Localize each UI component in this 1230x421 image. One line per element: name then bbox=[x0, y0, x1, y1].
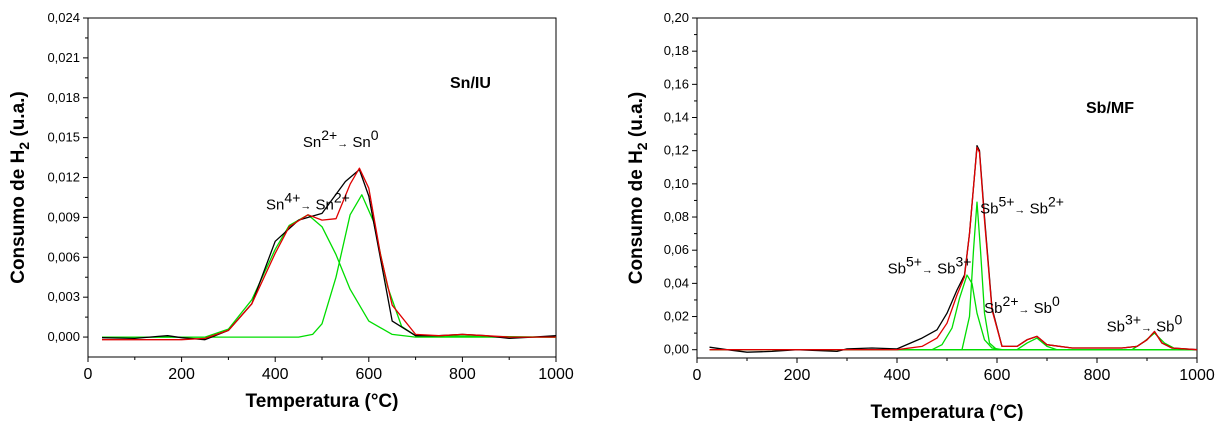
chart2-x-tick-label-0: 0 bbox=[693, 367, 702, 384]
chart2-y-tick-label-1: 0,02 bbox=[664, 309, 689, 324]
chart2-x-tick-label-1: 200 bbox=[784, 367, 811, 384]
chart1-y-tick-label-5: 0,015 bbox=[47, 130, 80, 145]
chart1-x-tick-label-4: 800 bbox=[449, 366, 476, 383]
chart1-annotation-1: Sn2+→ Sn0 bbox=[303, 127, 379, 151]
chart1-x-tick-label-5: 1000 bbox=[538, 366, 574, 383]
chart1-y-tick-label-7: 0,021 bbox=[47, 50, 80, 65]
chart2-y-axis-title: Consumo de H2 (u.a.) bbox=[626, 92, 650, 285]
chart2-annotation-0: Sb5+→ Sb3+ bbox=[888, 253, 972, 277]
chart2-y-tick-label-10: 0,20 bbox=[664, 10, 689, 25]
chart1-x-axis-title: Temperatura (°C) bbox=[246, 391, 399, 412]
chart1-series-green-line-3 bbox=[102, 194, 557, 338]
chart2-x-tick-label-5: 1000 bbox=[1179, 367, 1215, 384]
chart1-x-tick-label-2: 400 bbox=[262, 366, 289, 383]
chart2-x-tick-label-4: 800 bbox=[1084, 367, 1111, 384]
chart1-y-tick-label-4: 0,012 bbox=[47, 170, 80, 185]
chart2-y-tick-label-6: 0,12 bbox=[664, 143, 689, 158]
chart2-annotation-3: Sb3+→ Sb0 bbox=[1107, 311, 1183, 335]
chart1-series-red-line-1 bbox=[102, 167, 556, 341]
chart2-y-tick-label-3: 0,06 bbox=[664, 242, 689, 257]
chart1-y-tick-label-0: 0,000 bbox=[47, 329, 80, 344]
chart2-series-green-line-3 bbox=[709, 201, 1197, 351]
chart2-y-tick-label-4: 0,08 bbox=[664, 209, 689, 224]
chart2-plot-frame bbox=[696, 17, 1198, 359]
chart2-x-tick-label-2: 400 bbox=[884, 367, 911, 384]
chart1-annotation-0: Sn4+→ Sn2+ bbox=[266, 189, 350, 213]
chart2-series-red-line-1 bbox=[709, 146, 1198, 351]
chart2-y-tick-label-5: 0,10 bbox=[664, 176, 689, 191]
chart2-series-green-line-5 bbox=[709, 332, 1197, 351]
chart2-y-tick-label-8: 0,16 bbox=[664, 76, 689, 91]
chart2-panel-label: Sb/MF bbox=[1086, 100, 1134, 117]
chart1-x-tick-label-1: 200 bbox=[168, 366, 195, 383]
chart1-y-tick-label-8: 0,024 bbox=[47, 10, 80, 25]
chart1-plot-frame bbox=[87, 17, 557, 358]
chart1-series-green-line-2 bbox=[102, 214, 556, 338]
chart2-x-tick-label-3: 600 bbox=[984, 367, 1011, 384]
chart1-y-axis-title: Consumo de H2 (u.a.) bbox=[8, 91, 32, 284]
chart2-series-green-line-2 bbox=[709, 274, 1197, 351]
chart2-y-tick-label-2: 0,04 bbox=[664, 275, 689, 290]
chart1-panel-label: Sn/IU bbox=[450, 75, 491, 92]
chart2-y-tick-label-7: 0,14 bbox=[664, 110, 689, 125]
chart1-y-tick-label-2: 0,006 bbox=[47, 249, 80, 264]
chart2-annotation-2: Sb2+→ Sb0 bbox=[984, 293, 1060, 317]
chart2-x-axis-title: Temperatura (°C) bbox=[871, 402, 1024, 421]
chart1-y-tick-label-3: 0,009 bbox=[47, 209, 80, 224]
chart2-y-tick-label-9: 0,18 bbox=[664, 43, 689, 58]
chart2-annotation-1: Sb5+→ Sb2+ bbox=[980, 194, 1064, 218]
chart1-y-tick-label-1: 0,003 bbox=[47, 289, 80, 304]
chart1-x-tick-label-0: 0 bbox=[84, 366, 93, 383]
chart1-series-black-line-0 bbox=[101, 168, 557, 341]
chart1-y-tick-label-6: 0,018 bbox=[47, 90, 80, 105]
chart1-x-tick-label-3: 600 bbox=[355, 366, 382, 383]
chart2-y-tick-label-0: 0,00 bbox=[664, 342, 689, 357]
